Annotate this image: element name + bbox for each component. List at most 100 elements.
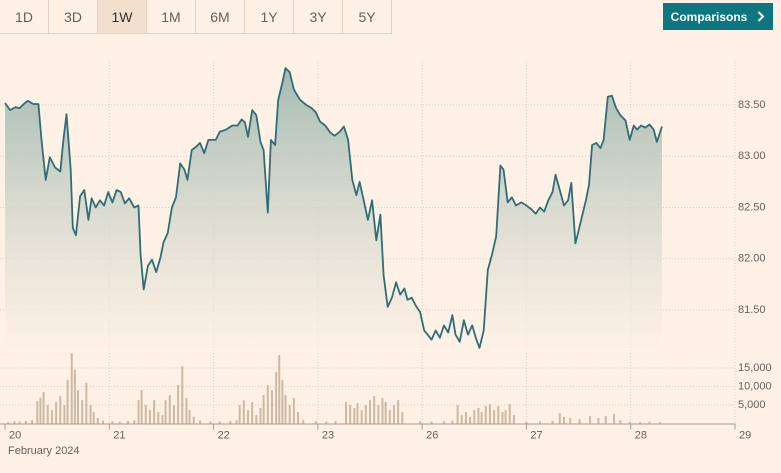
volume-bar — [604, 416, 607, 424]
range-selector: 1D 3D 1W 1M 6M 1Y 3Y 5Y — [0, 0, 392, 34]
volume-bar — [50, 410, 53, 424]
volume-bar — [353, 407, 356, 424]
volume-bar — [493, 410, 496, 424]
y-tick-label: 83.00 — [738, 150, 766, 162]
volume-bar — [381, 397, 384, 424]
volume-bar — [281, 379, 284, 424]
volume-bar — [85, 382, 88, 424]
volume-bar — [639, 422, 642, 424]
volume-bar — [39, 397, 42, 424]
volume-bar — [456, 405, 459, 424]
volume-bar — [63, 405, 66, 424]
x-tick-label: 23 — [322, 429, 334, 441]
volume-bar — [89, 405, 92, 424]
x-tick-label: 22 — [218, 429, 230, 441]
x-tick-label: 28 — [635, 429, 647, 441]
volume-bar — [164, 400, 167, 424]
volume-bar — [384, 402, 387, 424]
volume-bar — [349, 405, 352, 424]
volume-bar — [70, 353, 73, 424]
volume-bar — [66, 379, 69, 424]
volume-bar — [628, 421, 631, 424]
x-tick-label: 27 — [530, 429, 542, 441]
volume-bar — [443, 421, 446, 424]
volume-bar — [558, 413, 561, 424]
volume-bar — [288, 405, 291, 424]
volume-bar — [569, 417, 572, 424]
volume-bar — [172, 405, 175, 424]
volume-bar — [55, 402, 58, 424]
volume-bar — [508, 403, 511, 424]
volume-bar — [619, 420, 622, 424]
volume-bar — [31, 420, 34, 424]
volume-bar — [133, 420, 136, 424]
volume-bar — [460, 414, 463, 424]
volume-bar — [7, 422, 10, 424]
volume-bar — [597, 417, 600, 424]
volume-bar — [148, 410, 151, 424]
range-button[interactable]: 1D — [0, 0, 49, 34]
volume-bar — [36, 401, 39, 424]
volume-bar — [199, 420, 202, 424]
x-tick-label: 26 — [426, 429, 438, 441]
volume-bar — [92, 412, 95, 424]
x-tick-label: 20 — [9, 429, 21, 441]
range-button[interactable]: 1M — [147, 0, 196, 34]
volume-bar — [345, 402, 348, 424]
volume-bar — [648, 421, 651, 424]
volume-bar — [356, 403, 359, 424]
volume-bar — [140, 390, 143, 424]
range-button[interactable]: 1Y — [245, 0, 294, 34]
volume-bar — [538, 421, 541, 424]
y2-tick-label: 15,000 — [738, 362, 772, 374]
price-line — [4, 67, 663, 349]
range-button[interactable]: 5Y — [343, 0, 392, 34]
volume-bar — [188, 410, 191, 424]
volume-bar — [512, 414, 515, 424]
price-area — [5, 68, 662, 351]
volume-bar — [589, 416, 592, 424]
volume-bar — [270, 390, 273, 424]
volume-bar — [96, 417, 99, 424]
y-tick-label: 81.50 — [738, 304, 766, 316]
volume-bar — [218, 421, 221, 424]
volume-bar — [392, 405, 395, 424]
volume-bar — [360, 410, 363, 424]
volume-bar — [297, 412, 300, 424]
volume-bar — [238, 405, 241, 424]
comparisons-button[interactable]: Comparisons — [663, 3, 773, 30]
volume-bar — [77, 390, 79, 424]
range-button[interactable]: 6M — [196, 0, 245, 34]
volume-bar — [430, 421, 433, 424]
volume-bar — [185, 397, 188, 424]
volume-bar — [401, 412, 404, 424]
volume-bar — [369, 400, 371, 424]
range-button[interactable]: 3Y — [294, 0, 343, 34]
volume-bar — [255, 414, 258, 424]
volume-bar — [284, 395, 287, 424]
volume-bar — [168, 395, 171, 424]
volume-bar — [477, 407, 480, 424]
volume-bar — [209, 421, 212, 424]
y2-tick-label: 10,000 — [738, 380, 772, 392]
volume-bar — [377, 405, 380, 424]
x-axis-label: February 2024 — [8, 445, 80, 457]
volume-bar — [658, 422, 661, 424]
volume-bar — [488, 403, 491, 424]
volume-bar — [497, 406, 500, 424]
volume-bar — [229, 420, 232, 424]
volume-bar — [42, 392, 45, 424]
volume-bar — [73, 369, 76, 424]
range-button[interactable]: 3D — [49, 0, 98, 34]
x-tick-label: 21 — [113, 429, 125, 441]
volume-bar — [161, 414, 164, 424]
volume-bar — [419, 421, 422, 424]
range-button[interactable]: 1W — [98, 0, 147, 34]
volume-bar — [181, 366, 184, 424]
volume-bar — [325, 421, 328, 424]
volume-bar — [562, 416, 565, 424]
volume-bar — [484, 406, 487, 424]
volume-bar — [13, 421, 16, 424]
volume-bar — [266, 385, 269, 424]
